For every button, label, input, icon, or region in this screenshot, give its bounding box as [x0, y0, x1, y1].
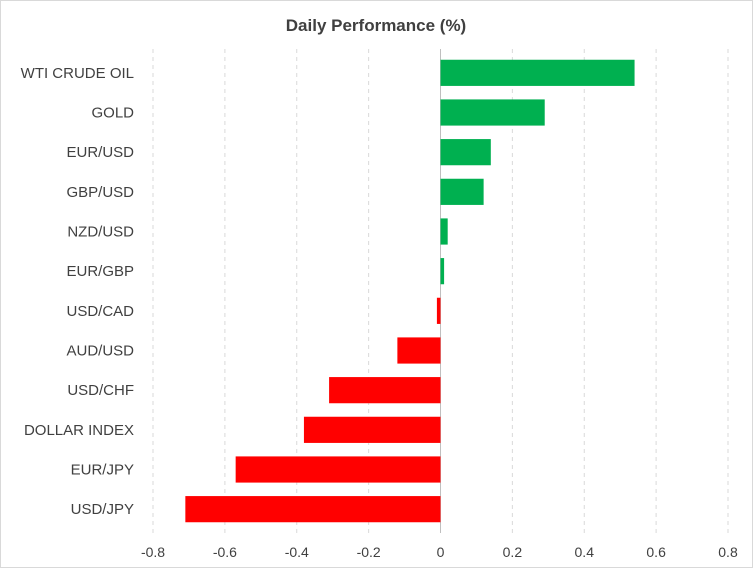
- category-label: DOLLAR INDEX: [24, 422, 134, 439]
- grid-lines: [152, 49, 729, 533]
- bar: [303, 416, 441, 443]
- category-labels: WTI CRUDE OIL GOLD EUR/USD GBP/USD NZD/USD EU…: [21, 65, 135, 518]
- bar: [185, 496, 441, 523]
- x-axis-tick-labels: -0.8 -0.6 -0.4 -0.2 0 0.2 0.4 0.6 0.8: [141, 544, 738, 560]
- x-tick-label: -0.2: [357, 544, 381, 560]
- x-tick-label: -0.6: [213, 544, 237, 560]
- bar: [235, 456, 441, 483]
- category-label: USD/JPY: [71, 501, 134, 518]
- bar: [436, 297, 441, 324]
- x-tick-label: 0.6: [646, 544, 666, 560]
- bar: [397, 337, 441, 364]
- bar: [440, 139, 491, 166]
- bar: [329, 377, 441, 404]
- bar: [440, 59, 635, 86]
- category-label: WTI CRUDE OIL: [21, 65, 134, 82]
- x-tick-label: 0: [437, 544, 445, 560]
- category-label: EUR/JPY: [71, 462, 134, 479]
- category-label: NZD/USD: [67, 224, 134, 241]
- category-label: GBP/USD: [66, 184, 134, 201]
- category-label: USD/CHF: [67, 382, 134, 399]
- x-tick-label: 0.8: [718, 544, 738, 560]
- category-label: USD/CAD: [66, 303, 134, 320]
- bar: [440, 99, 545, 126]
- x-tick-label: 0.2: [503, 544, 523, 560]
- category-label: AUD/USD: [66, 343, 134, 360]
- chart-title: Daily Performance (%): [286, 16, 466, 35]
- x-tick-label: -0.8: [141, 544, 165, 560]
- x-tick-label: -0.4: [285, 544, 309, 560]
- category-label: EUR/GBP: [66, 263, 134, 280]
- bar: [440, 178, 484, 205]
- bars: [185, 59, 635, 523]
- category-label: EUR/USD: [66, 144, 134, 161]
- bar: [440, 218, 448, 245]
- bar: [440, 258, 445, 285]
- x-tick-label: 0.4: [575, 544, 595, 560]
- category-label: GOLD: [91, 105, 134, 122]
